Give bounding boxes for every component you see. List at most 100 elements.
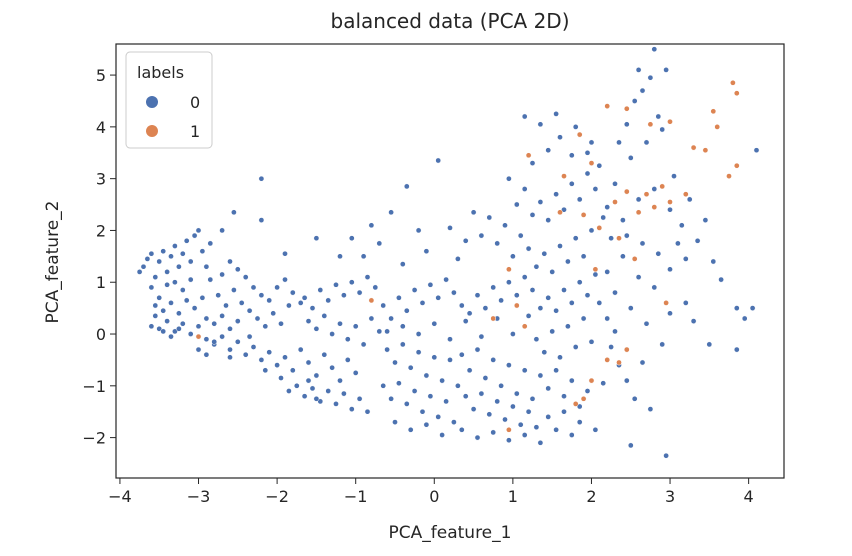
data-point-label-0 <box>415 331 422 337</box>
data-point-label-0 <box>286 388 292 394</box>
data-point-label-1 <box>521 323 528 330</box>
data-point-label-0 <box>678 222 685 229</box>
data-point-label-1 <box>659 183 666 190</box>
data-point-label-0 <box>627 305 634 311</box>
data-point-label-0 <box>431 354 438 361</box>
data-point-label-1 <box>195 333 202 340</box>
data-point-label-1 <box>647 121 654 128</box>
data-point-label-0 <box>333 401 339 407</box>
data-point-label-0 <box>203 315 210 322</box>
data-point-label-0 <box>164 281 170 288</box>
x-tick-label: 0 <box>429 487 439 506</box>
x-tick-label: 4 <box>744 487 754 506</box>
data-point-label-0 <box>620 253 626 260</box>
data-point-label-0 <box>690 318 697 324</box>
data-point-label-0 <box>297 300 304 306</box>
data-point-label-0 <box>631 395 638 402</box>
data-point-label-0 <box>510 331 516 337</box>
data-point-label-0 <box>187 276 194 283</box>
data-point-label-0 <box>623 232 630 239</box>
data-point-label-0 <box>474 292 481 299</box>
data-point-label-0 <box>682 256 689 262</box>
data-point-label-0 <box>242 274 249 280</box>
data-point-label-1 <box>623 346 630 353</box>
data-point-label-0 <box>242 351 249 358</box>
data-point-label-0 <box>576 279 583 286</box>
y-tick-label: 2 <box>96 221 106 240</box>
data-point-label-0 <box>521 186 528 192</box>
data-point-label-0 <box>568 377 575 384</box>
data-point-label-1 <box>490 315 497 322</box>
data-point-label-0 <box>325 297 332 304</box>
data-point-label-0 <box>482 375 489 381</box>
data-point-label-0 <box>588 139 595 146</box>
data-point-label-0 <box>639 87 646 94</box>
data-point-label-0 <box>344 357 351 363</box>
data-point-label-0 <box>388 209 394 216</box>
data-point-label-0 <box>588 227 595 234</box>
data-point-label-1 <box>726 173 732 179</box>
data-point-label-0 <box>423 248 430 255</box>
data-point-label-0 <box>537 439 544 446</box>
data-point-label-0 <box>584 170 591 177</box>
data-point-label-0 <box>553 191 559 198</box>
data-point-label-0 <box>498 297 504 304</box>
data-point-label-0 <box>415 349 422 356</box>
data-point-label-1 <box>702 147 709 154</box>
data-point-label-0 <box>506 362 512 368</box>
data-point-label-0 <box>195 227 202 234</box>
data-point-label-0 <box>148 250 155 257</box>
data-point-label-0 <box>612 180 618 187</box>
data-point-label-0 <box>557 243 563 249</box>
data-point-label-0 <box>399 323 406 330</box>
data-point-label-0 <box>561 408 567 415</box>
data-point-label-1 <box>635 209 642 216</box>
data-point-label-0 <box>447 225 453 231</box>
data-point-label-0 <box>337 320 343 327</box>
data-point-label-0 <box>458 351 465 358</box>
data-point-label-0 <box>568 180 575 187</box>
data-point-label-0 <box>286 302 292 309</box>
data-point-label-0 <box>368 222 375 229</box>
data-point-label-0 <box>148 323 155 330</box>
data-point-label-0 <box>553 111 559 117</box>
data-point-label-0 <box>148 284 155 291</box>
data-point-label-0 <box>341 292 347 299</box>
data-point-label-0 <box>568 432 575 438</box>
data-point-label-0 <box>521 113 528 120</box>
data-point-label-0 <box>329 331 335 337</box>
data-point-label-0 <box>608 235 614 242</box>
data-point-label-0 <box>659 341 666 348</box>
data-point-label-0 <box>639 359 646 366</box>
data-point-label-0 <box>545 414 552 420</box>
data-point-label-0 <box>152 313 159 319</box>
data-point-label-1 <box>572 401 579 407</box>
legend-marker-0 <box>146 96 158 108</box>
data-point-label-0 <box>572 344 579 350</box>
data-point-label-0 <box>517 232 524 239</box>
data-point-label-0 <box>258 217 265 223</box>
data-point-label-0 <box>403 307 410 314</box>
data-point-label-0 <box>183 297 190 304</box>
data-point-label-0 <box>513 390 520 397</box>
data-point-label-0 <box>651 186 658 192</box>
data-point-label-0 <box>435 294 442 301</box>
data-point-label-0 <box>203 351 210 358</box>
data-point-label-0 <box>399 341 406 348</box>
data-point-label-0 <box>227 258 233 265</box>
data-point-label-0 <box>604 204 611 210</box>
data-point-label-0 <box>223 302 229 309</box>
data-point-label-0 <box>419 408 426 415</box>
data-point-label-0 <box>710 258 717 265</box>
legend-label-1: 1 <box>190 122 200 141</box>
data-point-label-0 <box>490 429 497 436</box>
data-point-label-0 <box>470 209 477 216</box>
data-point-label-0 <box>266 349 273 356</box>
data-point-label-0 <box>337 377 343 384</box>
data-point-label-0 <box>616 139 622 146</box>
data-point-label-0 <box>309 305 316 311</box>
data-point-label-0 <box>627 155 634 161</box>
data-point-label-0 <box>502 416 508 423</box>
data-point-label-0 <box>592 271 599 278</box>
data-point-label-0 <box>612 289 618 296</box>
